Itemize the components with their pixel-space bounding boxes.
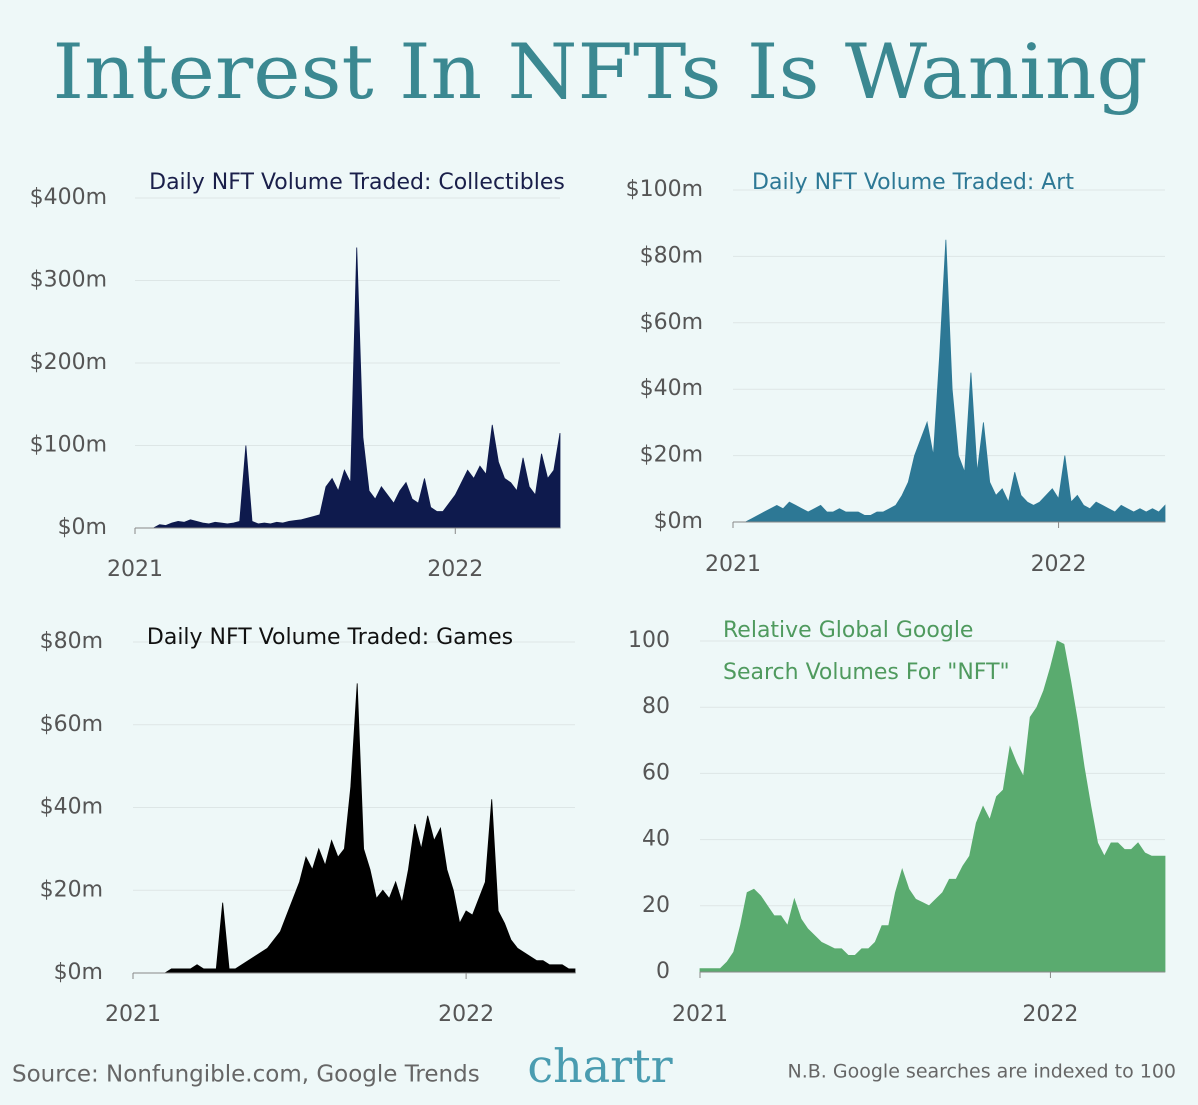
area [135, 247, 561, 529]
x-tick-label: 2021 [105, 1002, 161, 1027]
y-tick-label: $40m [40, 795, 103, 820]
y-tick-label: 0 [656, 959, 670, 984]
chart-title: Search Volumes For "NFT" [723, 660, 1010, 685]
note: N.B. Google searches are indexed to 100 [788, 1061, 1176, 1083]
chart-title: Daily NFT Volume Traded: Games [147, 625, 513, 650]
x-tick-label: 2022 [1022, 1002, 1078, 1027]
x-tick-label: 2022 [427, 557, 483, 582]
x-tick-label: 2021 [672, 1002, 728, 1027]
y-tick-label: $300m [30, 268, 107, 293]
brand: chartr [527, 1039, 672, 1093]
y-tick-label: $400m [30, 185, 107, 210]
chart-title: Relative Global Google [723, 618, 973, 643]
page-title: Interest In NFTs Is Waning [53, 27, 1148, 116]
y-tick-label: 20 [642, 893, 670, 918]
x-tick-label: 2022 [1031, 552, 1087, 577]
y-tick-label: $100m [30, 433, 107, 458]
area [733, 239, 1166, 523]
chart-title: Daily NFT Volume Traded: Art [752, 170, 1074, 195]
y-tick-label: $0m [654, 509, 703, 534]
y-tick-label: 40 [642, 827, 670, 852]
y-tick-label: $40m [640, 376, 703, 401]
y-tick-label: $0m [58, 515, 107, 540]
y-tick-label: $60m [40, 712, 103, 737]
y-tick-label: $20m [640, 443, 703, 468]
area [699, 640, 1166, 973]
y-tick-label: 80 [642, 694, 670, 719]
source: Source: Nonfungible.com, Google Trends [12, 1062, 480, 1088]
x-tick-label: 2021 [705, 552, 761, 577]
y-tick-label: 100 [628, 628, 670, 653]
y-tick-label: $80m [40, 629, 103, 654]
x-tick-label: 2021 [107, 557, 163, 582]
y-tick-label: 60 [642, 760, 670, 785]
y-tick-label: $80m [640, 243, 703, 268]
y-tick-label: $60m [640, 310, 703, 335]
y-tick-label: $20m [40, 877, 103, 902]
chart-title: Daily NFT Volume Traded: Collectibles [149, 170, 565, 195]
y-tick-label: $0m [54, 960, 103, 985]
area [133, 683, 576, 974]
y-tick-label: $100m [626, 177, 703, 202]
y-tick-label: $200m [30, 350, 107, 375]
x-tick-label: 2022 [438, 1002, 494, 1027]
